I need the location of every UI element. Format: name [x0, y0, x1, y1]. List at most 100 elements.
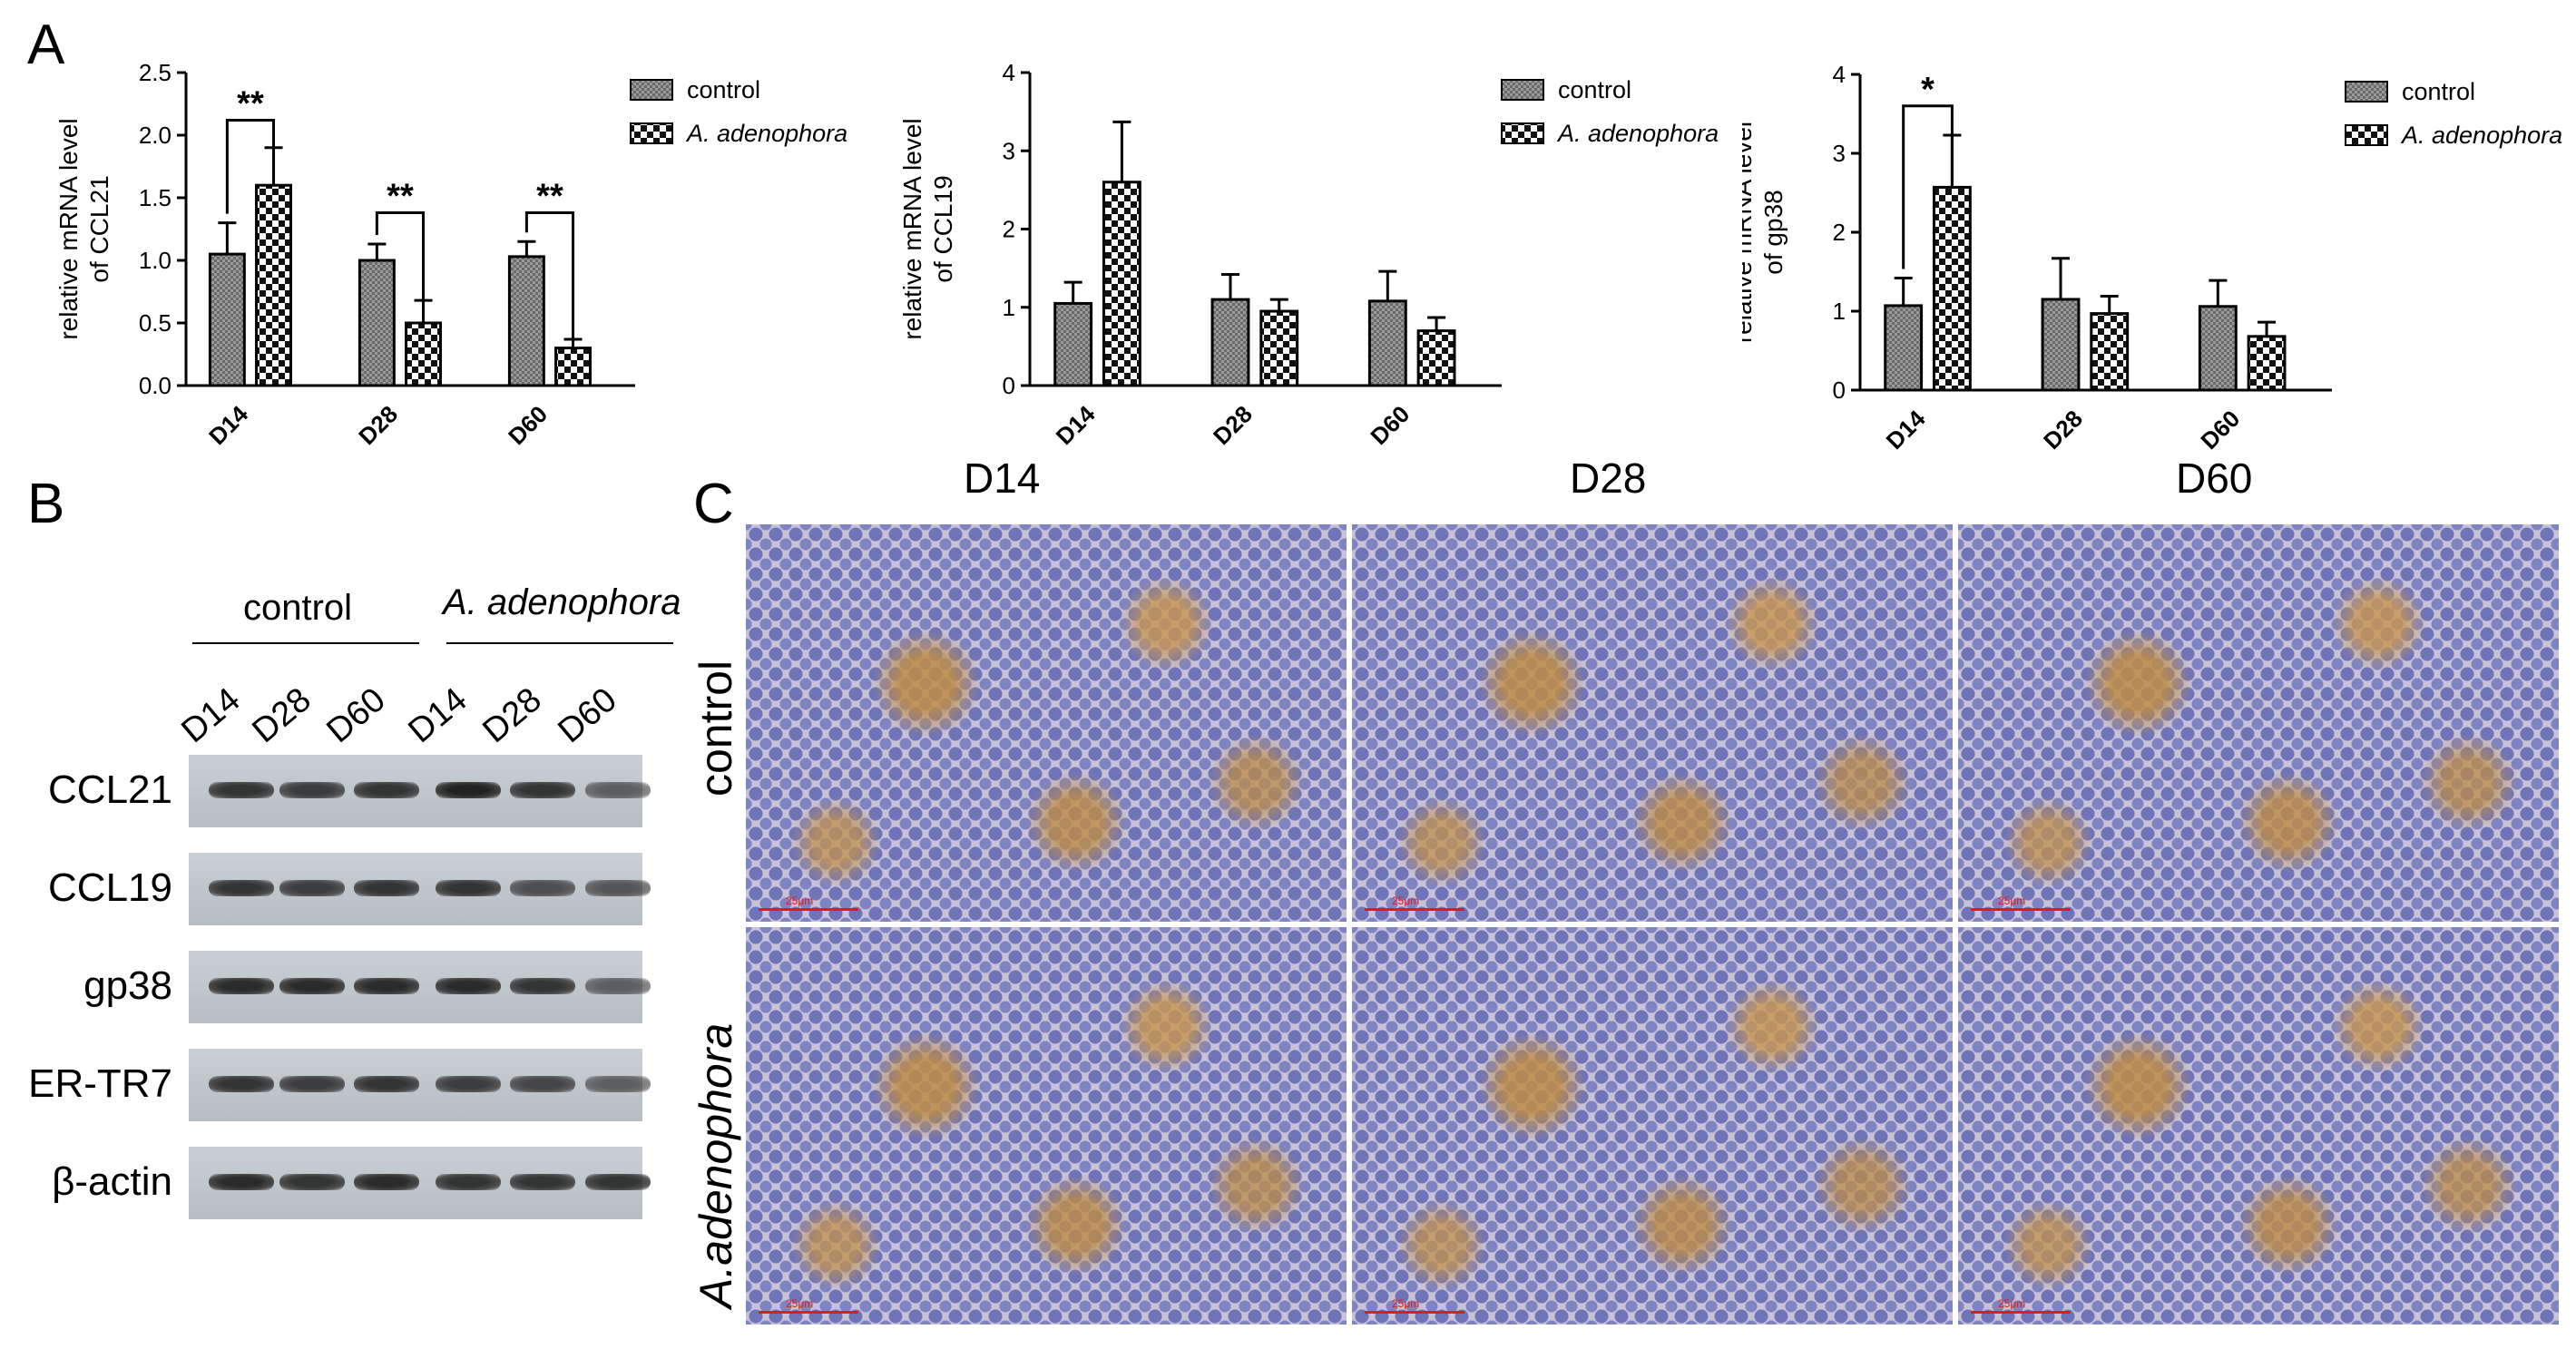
wb-band	[279, 782, 345, 798]
bar-control	[507, 255, 545, 387]
legend-label: control	[687, 76, 760, 103]
panel-label-b: B	[27, 473, 65, 535]
y-tick-label: 4	[1003, 59, 1015, 86]
x-tick-label-group: D60	[1365, 400, 1415, 450]
bar-treated	[2090, 312, 2130, 392]
chart-ccl19-svg: 0 1 2 3 4 relative mRNA level of CCL19 D14 D28 D6…	[898, 59, 1719, 450]
scale-bar-label: 25μm	[1392, 894, 1420, 907]
y-axis-label: relative mRNA level of CCL19	[898, 118, 957, 339]
legend-swatch-treated	[630, 122, 673, 144]
scale-bar	[1365, 908, 1464, 911]
scale-bar	[1971, 1311, 2071, 1314]
scale-bar	[1971, 908, 2071, 911]
bar-treated	[1102, 181, 1141, 387]
bar-control	[1884, 304, 1924, 392]
significance-label: **	[536, 178, 563, 216]
ihc-image: 25μm	[746, 927, 1347, 1325]
scale-bar-label: 25μm	[1392, 1297, 1420, 1310]
scale-bar	[1365, 1311, 1464, 1314]
y-tick-label: 1.5	[139, 184, 171, 211]
y-tick-label: 4	[1833, 61, 1846, 88]
western-blot-panel: control A. adenophora D14 D28 D60 D14 D28 D60…	[0, 472, 690, 1252]
wb-band	[209, 1174, 274, 1190]
y-label-line1: relative mRNA level	[898, 118, 926, 339]
scale-bar-label: 25μm	[1998, 1297, 2026, 1310]
wb-band	[279, 978, 345, 994]
wb-blot-label: ER-TR7	[28, 1061, 172, 1106]
ihc-panel: D14 D28 D60 control 25μm 25μm 25μm A.adenophora…	[690, 454, 2576, 1349]
wb-lane-label: D60	[319, 680, 393, 751]
wb-band	[209, 782, 274, 798]
x-tick-label-group: D28	[2038, 405, 2088, 455]
y-tick-label: 3	[1003, 137, 1015, 164]
wb-band	[209, 978, 274, 994]
chart-ccl21-svg: 0.0 0.5 1.0 1.5 2.0 2.5 relative mRNA level of …	[54, 59, 847, 450]
bar-treated	[1416, 329, 1456, 387]
x-tick-label: D60	[2195, 405, 2245, 455]
y-tick-label: 2	[1003, 216, 1015, 243]
x-tick-label: D14	[1881, 405, 1931, 455]
ihc-image: 25μm	[746, 524, 1347, 922]
wb-group-treated: A. adenophora	[443, 582, 681, 622]
scale-bar-label: 25μm	[786, 1297, 814, 1310]
wb-band	[279, 1174, 345, 1190]
wb-band	[354, 1076, 419, 1092]
wb-band	[279, 1076, 345, 1092]
wb-band	[436, 978, 501, 994]
wb-blot-strip	[189, 951, 651, 1023]
legend-label: A. adenophora	[1556, 120, 1719, 147]
y-tick-label: 2.5	[139, 59, 171, 86]
bar-control	[2041, 298, 2081, 392]
x-tick-label-group: D60	[2195, 405, 2245, 455]
wb-blot-label: CCL19	[48, 865, 172, 910]
y-label-line2: of CCL21	[85, 175, 113, 282]
wb-band	[209, 1076, 274, 1092]
panel-label-c: C	[693, 473, 734, 535]
bar-control	[1210, 298, 1250, 387]
wb-blot-label: β-actin	[52, 1159, 172, 1204]
wb-blot-strip	[189, 1049, 651, 1121]
y-tick-label: 1.0	[139, 247, 171, 274]
x-tick-label-group: D14	[1881, 405, 1931, 455]
wb-band	[585, 1076, 651, 1092]
y-tick-label: 0	[1003, 372, 1015, 399]
bar-chart-ccl19: 0 1 2 3 4 relative mRNA level of CCL19 D14 D28 D6…	[889, 36, 1742, 472]
significance-bracket	[375, 211, 426, 318]
x-tick-label-group: D28	[1208, 400, 1258, 450]
significance-label: **	[237, 84, 264, 122]
wb-band	[436, 782, 501, 798]
x-tick-label: D28	[2038, 405, 2088, 455]
wb-band	[436, 880, 501, 896]
bar-control	[1053, 301, 1093, 387]
x-tick-label: D14	[203, 400, 253, 450]
y-axis-label: relative mRNA level of CCL21	[54, 118, 113, 339]
wb-lane-label: D14	[174, 680, 248, 751]
significance-label: *	[1921, 71, 1934, 109]
scale-bar-label: 25μm	[1998, 894, 2026, 907]
legend-label: A. adenophora	[2400, 122, 2562, 149]
legend-swatch-control	[1501, 79, 1544, 101]
ihc-image: 25μm	[1352, 927, 1953, 1325]
ihc-column-header: D60	[2176, 455, 2253, 502]
x-tick-label: D28	[353, 400, 403, 450]
ihc-image: 25μm	[1958, 927, 2559, 1325]
y-label-line1: relative mRNA level	[1742, 122, 1757, 343]
legend-label: A. adenophora	[685, 120, 847, 147]
y-label-line2: of CCL19	[929, 175, 957, 282]
wb-blot-strip	[189, 1147, 651, 1219]
y-tick-label: 1	[1833, 298, 1846, 325]
significance-bracket	[225, 118, 276, 214]
panel-label-a: A	[27, 14, 65, 76]
y-tick-label: 1	[1003, 294, 1015, 321]
bar-control	[358, 259, 396, 387]
y-tick-label: 2.0	[139, 122, 171, 149]
wb-band	[510, 978, 575, 994]
wb-band	[585, 880, 651, 896]
wb-group-control: control	[243, 588, 353, 628]
wb-band	[585, 1174, 651, 1190]
y-tick-label: 2	[1833, 219, 1846, 246]
x-tick-label: D60	[1365, 400, 1415, 450]
ihc-row-header: control	[691, 660, 741, 797]
y-label-line2: of gp38	[1759, 190, 1788, 274]
legend-label: control	[2402, 78, 2475, 105]
